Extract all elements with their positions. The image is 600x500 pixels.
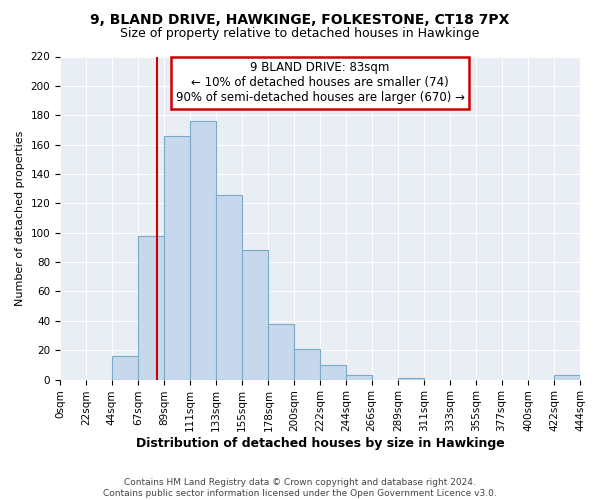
Text: 9 BLAND DRIVE: 83sqm
← 10% of detached houses are smaller (74)
90% of semi-detac: 9 BLAND DRIVE: 83sqm ← 10% of detached h… [176,62,464,104]
Text: 9, BLAND DRIVE, HAWKINGE, FOLKESTONE, CT18 7PX: 9, BLAND DRIVE, HAWKINGE, FOLKESTONE, CT… [91,12,509,26]
Text: Contains HM Land Registry data © Crown copyright and database right 2024.
Contai: Contains HM Land Registry data © Crown c… [103,478,497,498]
Bar [112,356,139,380]
Bar [554,375,580,380]
Bar [346,375,371,380]
Bar [139,236,164,380]
X-axis label: Distribution of detached houses by size in Hawkinge: Distribution of detached houses by size … [136,437,505,450]
Bar [294,349,320,380]
Bar [268,324,294,380]
Bar [242,250,268,380]
Text: Size of property relative to detached houses in Hawkinge: Size of property relative to detached ho… [121,28,479,40]
Bar [164,136,190,380]
Bar [398,378,424,380]
Bar [190,121,216,380]
Bar [320,365,346,380]
Bar [216,194,242,380]
Y-axis label: Number of detached properties: Number of detached properties [15,130,25,306]
